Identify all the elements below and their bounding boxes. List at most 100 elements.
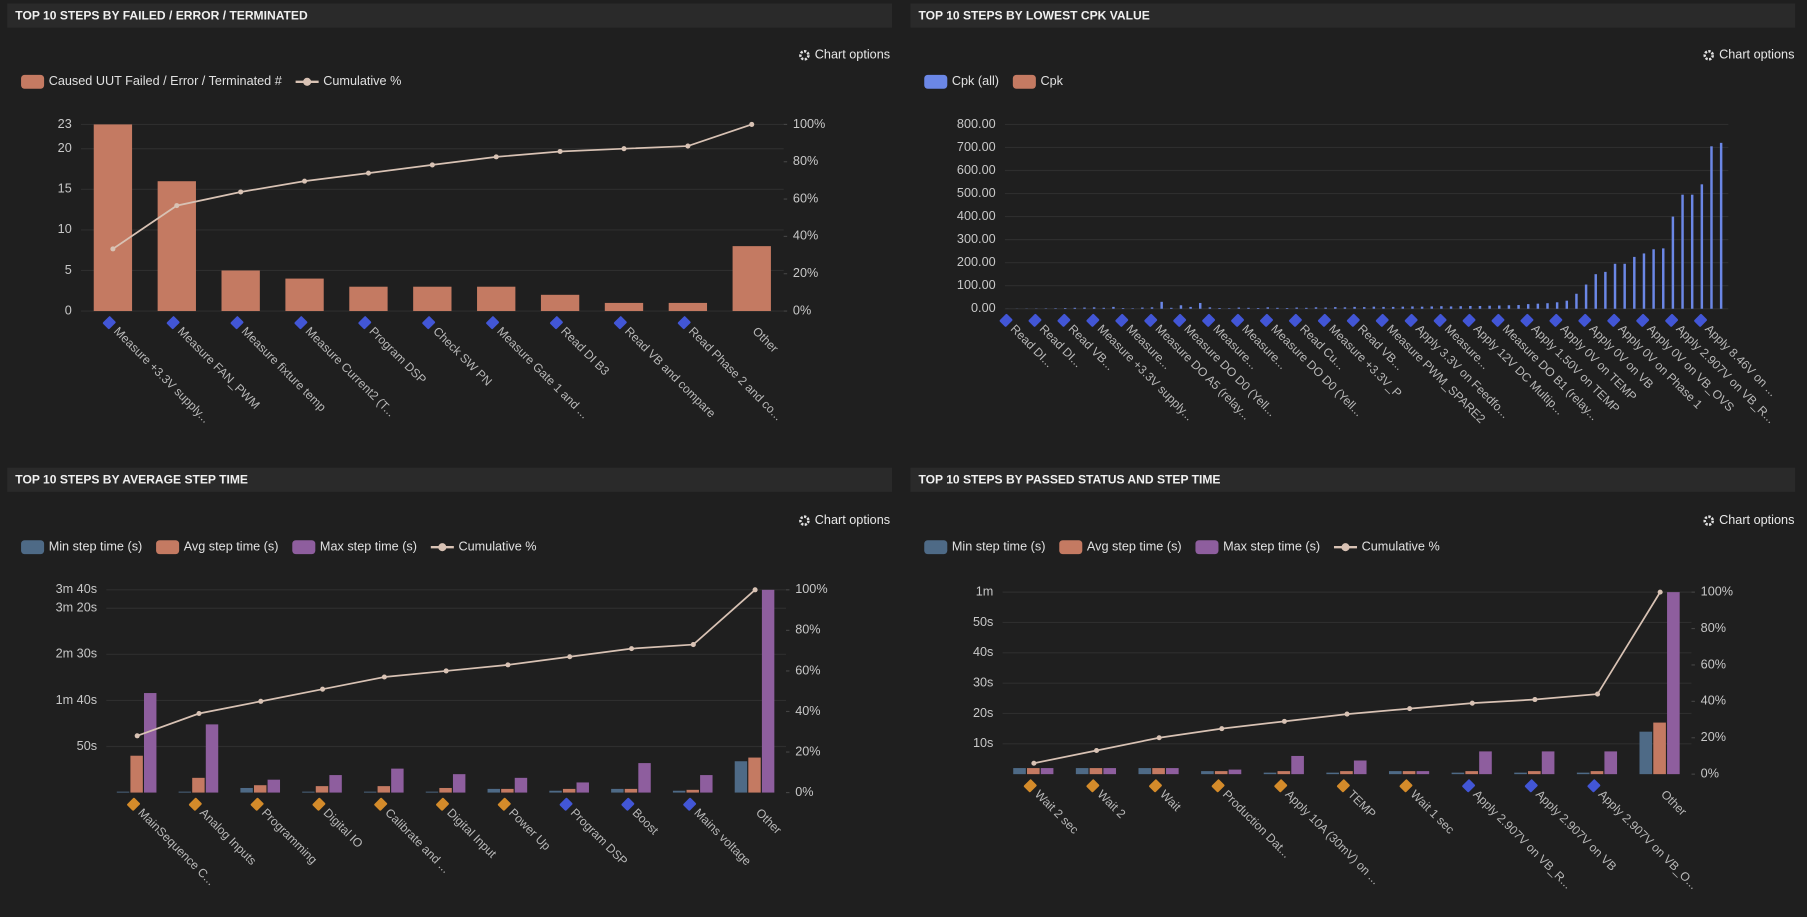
bar bbox=[1208, 307, 1212, 309]
bar bbox=[732, 246, 771, 312]
legend-item[interactable]: Cumulative % bbox=[1333, 540, 1440, 554]
bar bbox=[221, 270, 260, 312]
legend-item[interactable]: Max step time (s) bbox=[1195, 540, 1320, 555]
y-tick-label: 1m bbox=[976, 584, 994, 598]
bar bbox=[1295, 307, 1298, 309]
bar bbox=[549, 790, 562, 793]
y-tick-label: 10 bbox=[58, 222, 72, 236]
bar bbox=[1266, 307, 1269, 309]
bar bbox=[1575, 293, 1578, 309]
panel-header bbox=[7, 3, 892, 28]
line-point bbox=[505, 662, 511, 668]
bar bbox=[1507, 305, 1511, 309]
step-icon bbox=[1149, 779, 1162, 793]
legend-swatch bbox=[1012, 74, 1036, 89]
bar bbox=[1166, 768, 1179, 775]
step-icon bbox=[1607, 313, 1621, 327]
line-point bbox=[1219, 726, 1225, 732]
legend-label: Cpk (all) bbox=[952, 74, 999, 88]
y2-tick-label: 0% bbox=[1701, 766, 1719, 780]
chart-options-label: Chart options bbox=[1719, 48, 1794, 62]
legend-item[interactable]: Max step time (s) bbox=[292, 540, 417, 555]
y-tick-label: 100.00 bbox=[957, 278, 996, 292]
legend-item[interactable]: Cumulative % bbox=[430, 540, 537, 554]
legend-item[interactable]: Cumulative % bbox=[295, 74, 402, 88]
gear-icon bbox=[799, 49, 810, 61]
chart-options-button[interactable]: Chart options bbox=[1703, 513, 1795, 527]
legend-swatch bbox=[21, 540, 45, 555]
bar bbox=[540, 294, 580, 312]
bar bbox=[1478, 305, 1482, 309]
y-tick-label: 300.00 bbox=[957, 232, 996, 246]
line-point bbox=[196, 710, 202, 717]
step-icon bbox=[1023, 779, 1037, 793]
y2-tick-label: 20% bbox=[793, 266, 818, 280]
line-point bbox=[302, 178, 308, 184]
y-tick-label: 0 bbox=[65, 303, 72, 317]
y2-tick-label: 80% bbox=[1701, 621, 1726, 635]
line-point bbox=[365, 170, 371, 176]
chart-options-button[interactable]: Chart options bbox=[799, 48, 890, 62]
bar bbox=[1652, 249, 1655, 309]
bar bbox=[253, 785, 267, 793]
y-tick-label: 23 bbox=[58, 117, 72, 131]
y-tick-label: 50s bbox=[973, 615, 993, 629]
y-tick-label: 5 bbox=[65, 263, 72, 277]
y2-tick-label: 100% bbox=[795, 582, 827, 596]
bar bbox=[1277, 771, 1291, 775]
step-icon bbox=[1587, 779, 1601, 793]
legend-item[interactable]: Avg step time (s) bbox=[156, 540, 278, 555]
bar bbox=[1138, 768, 1152, 775]
legend-item[interactable]: Cpk (all) bbox=[924, 74, 999, 89]
panel-header bbox=[7, 467, 892, 492]
legend-item[interactable]: Avg step time (s) bbox=[1059, 540, 1182, 555]
y2-tick-label: 100% bbox=[793, 117, 825, 131]
line-point bbox=[1532, 696, 1538, 703]
y-tick-label: 10s bbox=[973, 736, 993, 750]
bar bbox=[1102, 307, 1106, 309]
chart-options-button[interactable]: Chart options bbox=[799, 513, 890, 527]
line-point bbox=[621, 146, 627, 152]
bar bbox=[1402, 771, 1416, 775]
chart-options-button[interactable]: Chart options bbox=[1703, 48, 1795, 62]
bar bbox=[562, 788, 576, 793]
y-tick-label: 3m 20s bbox=[56, 601, 98, 615]
bar bbox=[1170, 307, 1173, 309]
bar bbox=[302, 791, 315, 793]
y-tick-label: 3m 40s bbox=[56, 582, 98, 596]
line-point bbox=[557, 148, 563, 155]
step-icon bbox=[1274, 779, 1288, 793]
line-point bbox=[429, 162, 435, 168]
legend-item[interactable]: Min step time (s) bbox=[924, 540, 1045, 555]
step-icon bbox=[1375, 313, 1389, 327]
legend-item[interactable]: Caused UUT Failed / Error / Terminated # bbox=[21, 74, 282, 89]
gear-icon bbox=[1703, 49, 1715, 61]
bar bbox=[1334, 307, 1337, 309]
bar bbox=[1160, 301, 1163, 309]
bar bbox=[576, 782, 589, 793]
line-point bbox=[381, 674, 387, 680]
bar bbox=[1189, 306, 1192, 309]
legend-swatch bbox=[21, 74, 45, 89]
bar bbox=[1401, 306, 1405, 309]
bar bbox=[1121, 308, 1125, 309]
bar bbox=[1083, 307, 1086, 309]
bar bbox=[1653, 722, 1666, 775]
bar bbox=[1391, 306, 1395, 309]
legend-dot bbox=[438, 543, 447, 552]
legend-item[interactable]: Cpk bbox=[1012, 74, 1064, 89]
step-icon bbox=[677, 316, 691, 330]
panel-title: TOP 10 STEPS BY PASSED STATUS AND STEP T… bbox=[918, 473, 1220, 487]
y2-tick-label: 80% bbox=[795, 623, 820, 637]
step-icon bbox=[1057, 313, 1071, 327]
y-tick-label: 800.00 bbox=[957, 117, 996, 131]
legend-item[interactable]: Min step time (s) bbox=[21, 540, 142, 555]
legend-label: Min step time (s) bbox=[952, 540, 1046, 554]
y-tick-label: 200.00 bbox=[957, 255, 996, 269]
bar bbox=[1584, 284, 1588, 309]
legend-swatch bbox=[1195, 540, 1219, 555]
bar bbox=[1152, 768, 1165, 775]
bar bbox=[1430, 306, 1433, 309]
